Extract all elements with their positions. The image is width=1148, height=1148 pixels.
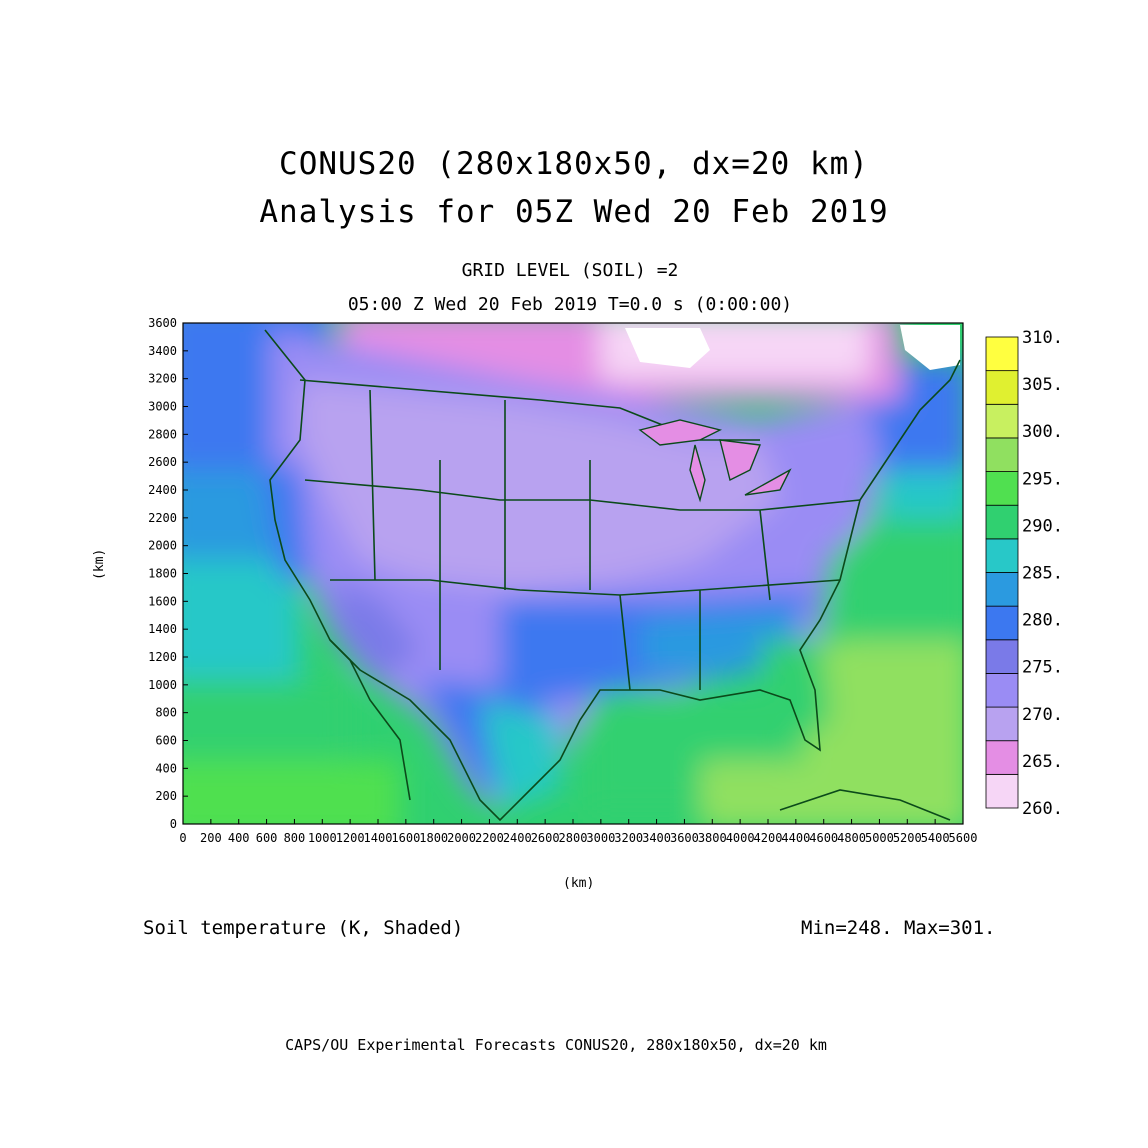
y-tick-label: 0 (170, 817, 177, 831)
y-tick-label: 3200 (148, 372, 177, 386)
x-tick-label: 1800 (419, 831, 448, 845)
colorbar-label: 310. (1022, 328, 1063, 348)
x-tick-label: 4000 (726, 831, 755, 845)
y-tick-label: 1000 (148, 678, 177, 692)
y-tick-label: 600 (155, 734, 177, 748)
colorbar-swatch (985, 673, 1019, 708)
colorbar-swatch (985, 370, 1019, 405)
y-tick-label: 1400 (148, 622, 177, 636)
soil-temperature-field (183, 323, 963, 824)
colorbar-swatch (985, 403, 1019, 439)
x-tick-label: 3800 (698, 831, 727, 845)
y-tick-label: 2400 (148, 483, 177, 497)
min-max-label: Min=248. Max=301. (801, 917, 996, 939)
y-tick-label: 1200 (148, 650, 177, 664)
colorbar-label: 305. (1022, 375, 1063, 395)
y-tick-label: 2600 (148, 455, 177, 469)
colorbar-label: 260. (1022, 799, 1063, 819)
colorbar-label: 270. (1022, 705, 1063, 725)
map-title: CONUS20 (280x180x50, dx=20 km) (279, 146, 869, 182)
colorbar-label: 290. (1022, 516, 1063, 536)
x-tick-label: 4200 (754, 831, 783, 845)
x-tick-label: 200 (200, 831, 222, 845)
x-tick-label: 2600 (531, 831, 560, 845)
map-plot: 0 200 400 600 800 100012001400160018002000220… (148, 316, 1063, 845)
x-tick-label: 3000 (586, 831, 615, 845)
grid-level-label: GRID LEVEL (SOIL) =2 (461, 260, 679, 281)
great-lakes (638, 419, 792, 503)
colorbar-label: 265. (1022, 752, 1063, 772)
x-tick-label: 3600 (670, 831, 699, 845)
colorbar-label: 300. (1022, 422, 1063, 442)
colorbar-swatch (985, 538, 1019, 573)
y-tick-label: 2200 (148, 511, 177, 525)
x-tick-label: 4800 (837, 831, 866, 845)
y-tick-label: 800 (155, 706, 177, 720)
colorbar-label: 280. (1022, 611, 1063, 631)
x-axis-label: (km) (563, 876, 595, 891)
colorbar-swatch (985, 437, 1019, 472)
y-tick-label: 3000 (148, 400, 177, 414)
x-tick-label: 1600 (391, 831, 420, 845)
x-tick-label: 3400 (642, 831, 671, 845)
x-tick-label: 600 (256, 831, 278, 845)
colorbar-swatch (985, 773, 1019, 809)
colorbar-swatch (985, 605, 1019, 641)
x-tick-label: 2400 (503, 831, 532, 845)
x-tick-label: 1200 (336, 831, 365, 845)
field-description: Soil temperature (K, Shaded) (143, 917, 464, 939)
colorbar: 260. 265. 270. 275. 280. 285. 290. 295. 300. 305.… (985, 328, 1063, 819)
x-tick-label: 400 (228, 831, 250, 845)
colorbar-swatch (985, 706, 1019, 742)
x-tick-label: 2000 (447, 831, 476, 845)
y-axis: 0 200 400 600 800 1000 1200 1400 1600 1800 2000 220… (148, 316, 188, 831)
colorbar-label: 275. (1022, 658, 1063, 678)
y-tick-label: 1800 (148, 567, 177, 581)
x-tick-label: 800 (284, 831, 306, 845)
x-axis: 0 200 400 600 800 100012001400160018002000220… (179, 819, 977, 845)
y-tick-label: 1600 (148, 594, 177, 608)
y-tick-label: 2800 (148, 427, 177, 441)
y-tick-label: 2000 (148, 539, 177, 553)
valid-time-label: 05:00 Z Wed 20 Feb 2019 T=0.0 s (0:00:00… (347, 294, 793, 315)
x-tick-label: 1000 (308, 831, 337, 845)
x-tick-label: 3200 (614, 831, 643, 845)
colorbar-label: 295. (1022, 469, 1063, 489)
x-tick-label: 2800 (559, 831, 588, 845)
x-tick-label: 0 (179, 831, 186, 845)
x-tick-label: 1400 (364, 831, 393, 845)
x-tick-label: 2200 (475, 831, 504, 845)
y-axis-label: (km) (92, 548, 107, 580)
colorbar-swatch (985, 471, 1019, 506)
colorbar-swatch (985, 504, 1019, 540)
y-tick-label: 3400 (148, 344, 177, 358)
x-tick-label: 5000 (865, 831, 894, 845)
colorbar-label: 285. (1022, 564, 1063, 584)
x-tick-label: 4600 (809, 831, 838, 845)
x-tick-label: 5600 (949, 831, 978, 845)
colorbar-swatch (985, 639, 1019, 674)
colorbar-swatch (985, 740, 1019, 775)
credit-line: CAPS/OU Experimental Forecasts CONUS20, … (285, 1036, 827, 1054)
x-tick-label: 5200 (893, 831, 922, 845)
y-tick-label: 400 (155, 761, 177, 775)
x-tick-label: 4400 (781, 831, 810, 845)
colorbar-swatch (985, 572, 1019, 607)
x-tick-label: 5400 (921, 831, 950, 845)
map-subtitle: Analysis for 05Z Wed 20 Feb 2019 (259, 194, 889, 230)
y-tick-label: 200 (155, 789, 177, 803)
colorbar-swatch (985, 336, 1019, 372)
y-tick-label: 3600 (148, 316, 177, 330)
